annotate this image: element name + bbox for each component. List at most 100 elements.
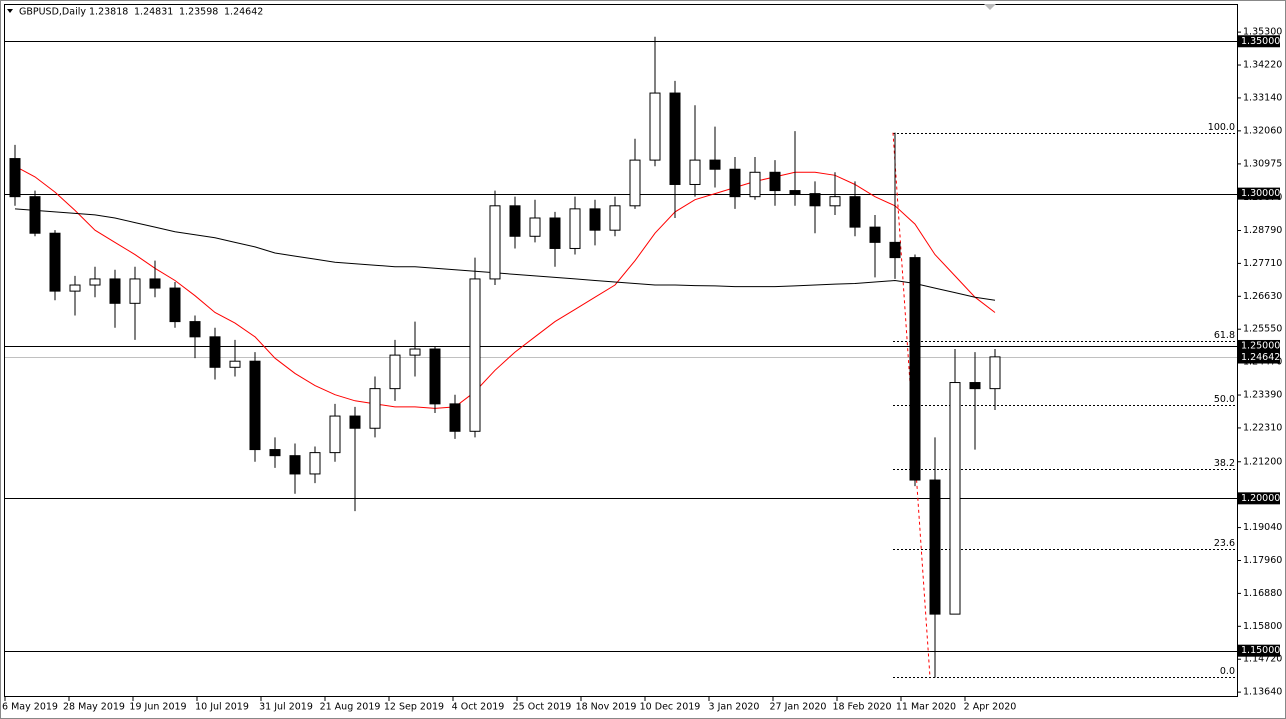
y-tick-label: 1.33140 [1243, 92, 1282, 103]
candle-body [289, 455, 301, 475]
candle-body [709, 159, 721, 170]
y-tick-label: 1.19040 [1243, 522, 1282, 533]
candle-body [489, 205, 501, 280]
fib-trendline [892, 132, 931, 678]
x-tick-label: 25 Oct 2019 [513, 702, 572, 713]
candle-body [689, 159, 701, 185]
candle-body [29, 196, 41, 234]
y-tick-label: 1.16880 [1243, 588, 1282, 599]
candle-body [969, 382, 981, 390]
x-tick-label: 3 Jan 2020 [709, 702, 760, 713]
candle-body [69, 284, 81, 292]
y-tick-label: 1.25550 [1243, 324, 1282, 335]
candle-body [869, 226, 881, 243]
x-tick-label: 6 May 2019 [2, 702, 58, 713]
x-tick-label: 28 May 2019 [63, 702, 125, 713]
header-high: 1.24831 [134, 7, 173, 18]
header-open: 1.23818 [89, 7, 128, 18]
x-tick-label: 18 Feb 2020 [832, 702, 891, 713]
x-tick-label: 4 Oct 2019 [452, 702, 505, 713]
candle-body [409, 348, 421, 356]
candle-body [889, 241, 901, 259]
level-box [1238, 35, 1280, 48]
moving-average [14, 165, 996, 409]
menu-arrow[interactable] [7, 9, 13, 13]
candle-body [349, 415, 361, 429]
candle-body [189, 321, 201, 338]
level-box [1238, 644, 1280, 657]
fib-label: 0.0 [1220, 666, 1235, 677]
candle-body [389, 354, 401, 390]
y-tick-label: 1.32060 [1243, 125, 1282, 136]
candle-body [669, 92, 681, 185]
x-tick-label: 11 Mar 2020 [896, 702, 956, 713]
y-tick-label: 1.35300 [1243, 27, 1282, 38]
plot-border [4, 4, 1238, 697]
candle-body [49, 232, 61, 292]
level-box [1238, 492, 1280, 505]
candle-body [169, 287, 181, 323]
y-tick-label: 1.15800 [1243, 621, 1282, 632]
level-label: 1.25000 [1241, 340, 1280, 351]
candle-body [949, 382, 961, 615]
candle-body [229, 360, 241, 368]
candle-body [129, 278, 141, 304]
fib-label: 61.8 [1214, 330, 1235, 341]
candle-body [329, 415, 341, 454]
scroll-marker[interactable] [984, 4, 996, 10]
moving-average [14, 208, 996, 301]
x-tick-label: 27 Jan 2020 [770, 702, 827, 713]
candle-body [629, 159, 641, 207]
candle-body [549, 217, 561, 249]
y-tick-label: 1.27710 [1243, 258, 1282, 269]
candle-body [609, 205, 621, 231]
current-price-box [1238, 351, 1280, 364]
y-tick-label: 1.30975 [1243, 158, 1282, 169]
x-tick-label: 12 Sep 2019 [384, 702, 444, 713]
y-tick-label: 1.28790 [1243, 225, 1282, 236]
candle-body [369, 388, 381, 429]
y-tick-label: 1.21200 [1243, 456, 1282, 467]
fib-label: 23.6 [1214, 538, 1235, 549]
fib-label: 38.2 [1214, 458, 1235, 469]
candle-body [789, 190, 801, 195]
candle-body [749, 171, 761, 198]
level-label: 1.20000 [1241, 493, 1280, 504]
current-price-label: 1.24642 [1241, 352, 1280, 363]
candle-body [89, 278, 101, 286]
candle-body [649, 92, 661, 161]
fib-label: 50.0 [1214, 394, 1235, 405]
y-tick-label: 1.23390 [1243, 390, 1282, 401]
y-tick-label: 1.17960 [1243, 555, 1282, 566]
y-tick-label: 1.34220 [1243, 60, 1282, 71]
x-tick-label: 21 Aug 2019 [320, 702, 381, 713]
candle-body [209, 336, 221, 368]
x-tick-label: 2 Apr 2020 [964, 702, 1017, 713]
level-box [1238, 339, 1280, 352]
candle-body [429, 348, 441, 405]
fib-label: 100.0 [1208, 122, 1235, 133]
x-tick-label: 10 Jul 2019 [195, 702, 249, 713]
y-tick-label: 1.26630 [1243, 291, 1282, 302]
candle-body [569, 208, 581, 249]
candle-body [469, 278, 481, 432]
header-low: 1.23598 [179, 7, 218, 18]
candle-body [809, 193, 821, 207]
x-tick-label: 19 Jun 2019 [129, 702, 186, 713]
y-tick-label: 1.22310 [1243, 422, 1282, 433]
candle-body [989, 356, 1001, 390]
candle-body [729, 168, 741, 198]
x-tick-label: 31 Jul 2019 [259, 702, 313, 713]
candle-body [929, 479, 941, 615]
x-tick-label: 10 Dec 2019 [640, 702, 701, 713]
candle-body [769, 171, 781, 192]
chart-title: GBPUSD,Daily [19, 7, 86, 18]
candle-body [449, 403, 461, 432]
candle-body [149, 278, 161, 289]
candle-body [829, 196, 841, 207]
header-close: 1.24642 [224, 7, 263, 18]
candle-body [909, 257, 921, 481]
level-label: 1.30000 [1241, 188, 1280, 199]
x-tick-label: 18 Nov 2019 [576, 702, 637, 713]
